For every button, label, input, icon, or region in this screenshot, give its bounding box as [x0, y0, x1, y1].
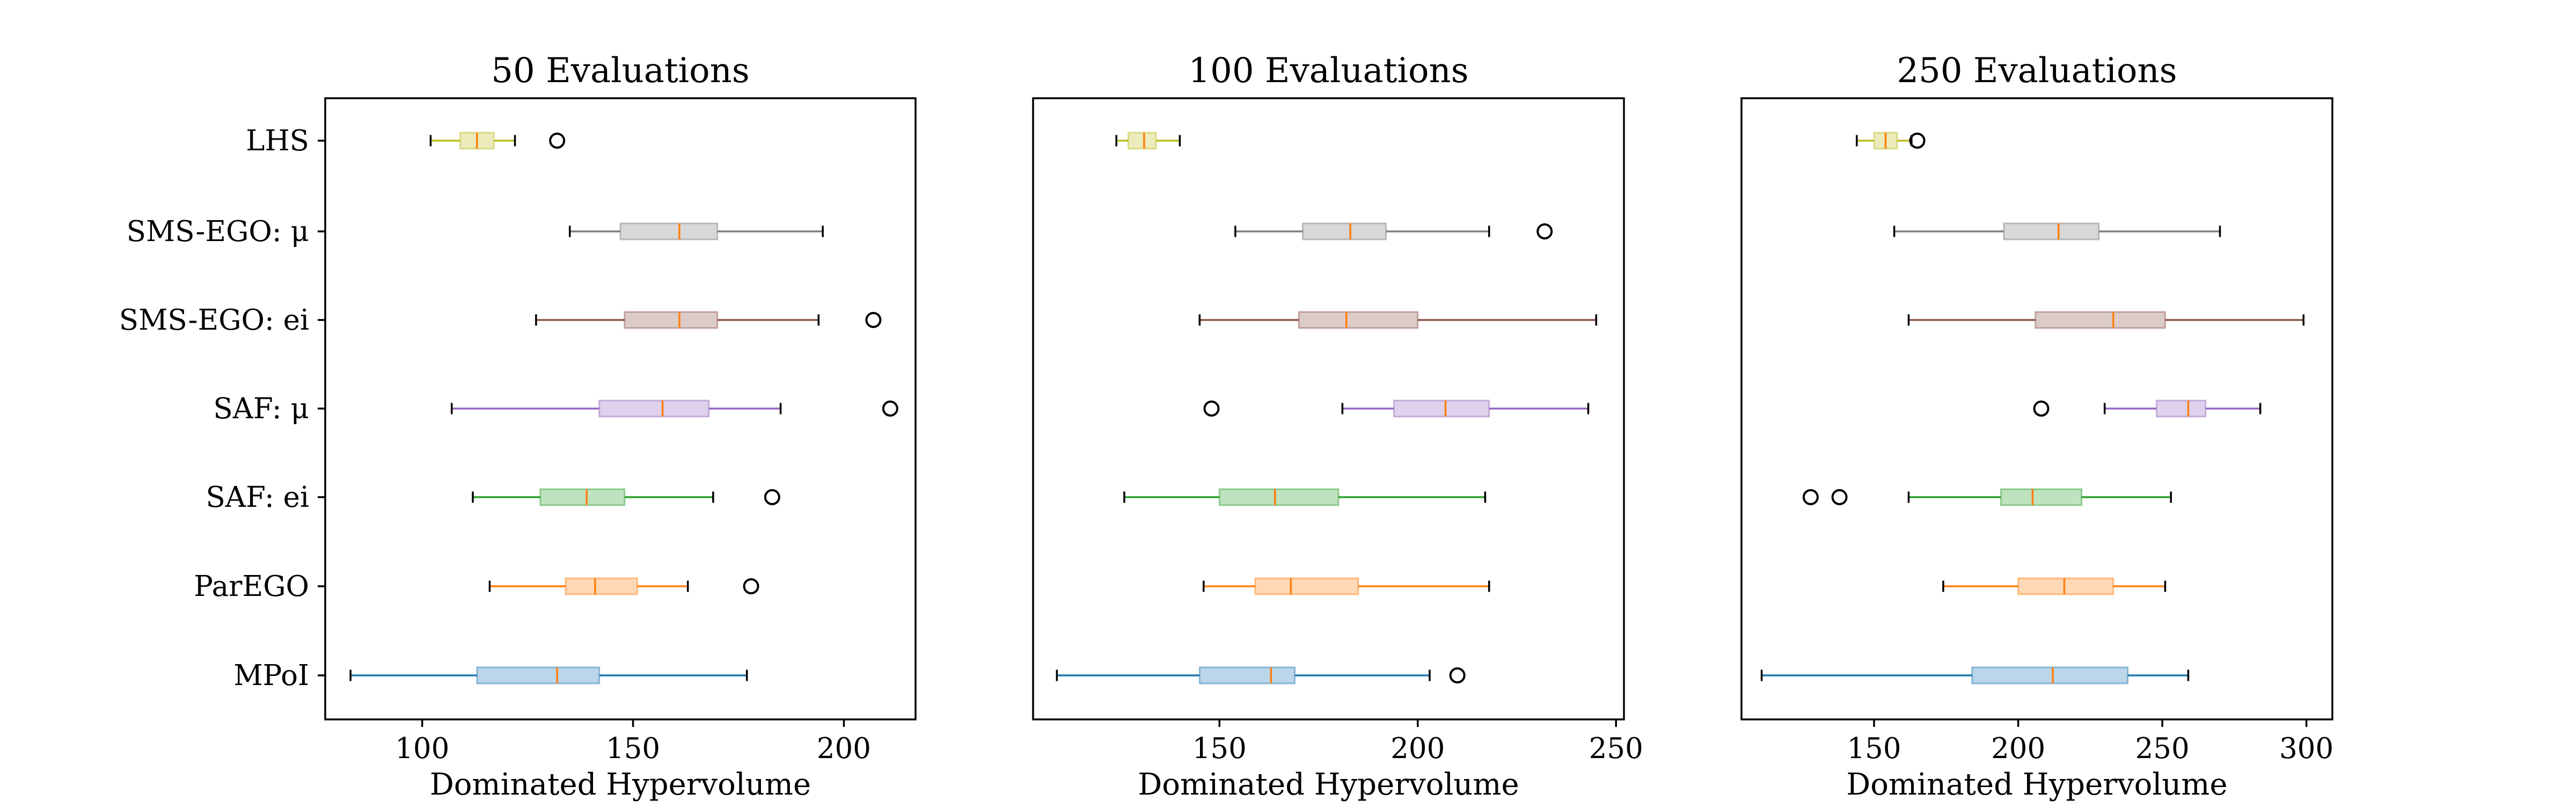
- x-tick-label: 200: [1391, 732, 1445, 765]
- box-mpoi: [349, 666, 748, 685]
- box-iqr: [598, 399, 710, 418]
- box-iqr: [539, 488, 626, 506]
- box-saf-mu: [1203, 399, 1590, 418]
- panel-title: 100 Evaluations: [1188, 51, 1468, 91]
- x-tick-label: 150: [1192, 732, 1247, 765]
- flier-point: [549, 133, 566, 149]
- box-saf-mu: [2033, 399, 2262, 418]
- flier-point: [865, 312, 882, 328]
- box-iqr: [476, 666, 601, 685]
- box-lhs: [1856, 132, 1926, 150]
- category-label-sms-ego-mu: SMS-EGO: μ: [127, 215, 309, 248]
- x-axis-label: Dominated Hypervolume: [430, 767, 811, 802]
- box-sms-ego-mu: [1234, 222, 1553, 241]
- box-mpoi: [1056, 666, 1466, 685]
- flier-point: [882, 401, 898, 417]
- box-iqr: [1301, 222, 1387, 241]
- flier-point: [764, 489, 780, 505]
- axes-frame: [1740, 97, 2333, 720]
- box-sms-ego-ei: [1198, 311, 1598, 329]
- x-tick-label: 150: [606, 732, 660, 765]
- category-label-saf-ei: SAF: ei: [206, 481, 310, 514]
- box-saf-ei: [1802, 488, 2172, 506]
- box-iqr: [1127, 132, 1157, 150]
- flier-point: [2033, 401, 2050, 417]
- box-lhs: [1115, 132, 1181, 150]
- box-iqr: [2155, 399, 2207, 418]
- panel-3: 250 Evaluations 150 200 250 300 Dominated Hyp…: [1740, 51, 2333, 802]
- panel-title: 50 Evaluations: [491, 51, 749, 91]
- box-iqr: [624, 311, 719, 329]
- box-iqr: [1971, 666, 2129, 685]
- box-iqr: [2000, 488, 2083, 506]
- box-iqr: [2017, 577, 2114, 595]
- flier-point: [1831, 489, 1848, 505]
- x-axis-label: Dominated Hypervolume: [1846, 767, 2227, 802]
- flier-point: [1909, 133, 1926, 149]
- category-label-saf-mu: SAF: μ: [213, 392, 309, 425]
- box-iqr: [2003, 222, 2100, 241]
- x-tick-label: 250: [2135, 732, 2190, 765]
- x-tick-label: 200: [817, 732, 871, 765]
- box-sms-ego-mu: [1893, 222, 2221, 241]
- box-saf-ei: [472, 488, 780, 506]
- flier-point: [1203, 401, 1220, 417]
- box-iqr: [565, 577, 638, 595]
- x-tick-label: 150: [1847, 732, 1901, 765]
- box-iqr: [1298, 311, 1419, 329]
- x-tick-label: 100: [395, 732, 449, 765]
- box-iqr: [1393, 399, 1490, 418]
- box-parego: [1942, 577, 2167, 595]
- box-mpoi: [1760, 666, 2190, 685]
- box-iqr: [1198, 666, 1296, 685]
- box-parego: [488, 577, 759, 595]
- panel-2: 100 Evaluations 150 200 250 Dominated Hyperv…: [1032, 51, 1643, 802]
- x-tick-label: 200: [1991, 732, 2045, 765]
- panel-title: 250 Evaluations: [1897, 51, 2177, 91]
- box-sms-ego-ei: [535, 311, 882, 329]
- box-sms-ego-ei: [1907, 311, 2305, 329]
- category-label-mpoi: MPoI: [233, 659, 309, 692]
- flier-point: [1536, 223, 1553, 239]
- axes-frame: [1032, 97, 1625, 720]
- category-label-parego: ParEGO: [194, 570, 309, 603]
- box-sms-ego-mu: [568, 222, 824, 241]
- x-axis-label: Dominated Hypervolume: [1138, 767, 1519, 802]
- box-iqr: [1254, 577, 1359, 595]
- flier-point: [1802, 489, 1819, 505]
- box-parego: [1202, 577, 1490, 595]
- category-label-sms-ego-ei: SMS-EGO: ei: [119, 304, 309, 337]
- x-tick-label: 300: [2279, 732, 2333, 765]
- box-lhs: [429, 132, 566, 150]
- box-iqr: [619, 222, 719, 241]
- x-tick-label: 250: [1589, 732, 1643, 765]
- box-iqr: [1218, 488, 1340, 506]
- flier-point: [1449, 667, 1466, 683]
- box-saf-ei: [1123, 488, 1487, 506]
- category-label-lhs: LHS: [246, 125, 309, 157]
- box-saf-mu: [450, 399, 898, 418]
- flier-point: [743, 578, 759, 594]
- box-iqr: [2035, 311, 2166, 329]
